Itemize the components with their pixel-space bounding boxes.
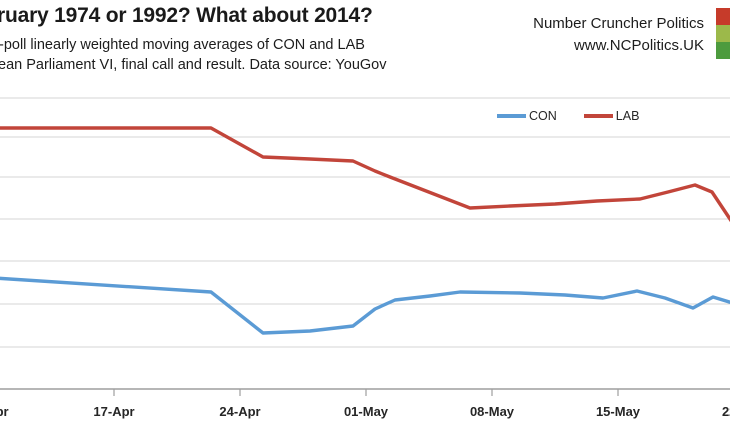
x-axis-label: 15-May xyxy=(596,404,641,419)
brand-url: www.NCPolitics.UK xyxy=(573,37,704,54)
chart-title: ruary 1974 or 1992? What about 2014? xyxy=(0,4,373,27)
logo-square-0 xyxy=(716,8,730,25)
chart-subtitle-line2: ean Parliament VI, final call and result… xyxy=(0,57,387,73)
x-axis-label: 08-May xyxy=(470,404,515,419)
chart-subtitle-line1: -poll linearly weighted moving averages … xyxy=(0,37,365,53)
x-axis-label: 24-Apr xyxy=(219,404,260,419)
x-axis-label: 17-Apr xyxy=(93,404,134,419)
legend-item-lab: LAB xyxy=(583,109,640,123)
x-axis-label: 01-May xyxy=(344,404,389,419)
x-axis-label: 10-Apr xyxy=(0,404,9,419)
logo-square-1 xyxy=(716,25,730,42)
ncpolitics-logo xyxy=(716,8,730,59)
legend-swatch-lab xyxy=(583,114,613,118)
series-line-lab xyxy=(0,126,730,223)
legend-swatch-con xyxy=(497,114,526,118)
brand-block: Number Cruncher Politics www.NCPolitics.… xyxy=(533,13,704,57)
chart-legend: CON LAB xyxy=(497,108,639,124)
legend-item-con: CON xyxy=(497,109,557,123)
series-line-con xyxy=(0,276,730,335)
x-axis-label: 22-May xyxy=(722,404,730,419)
legend-label: LAB xyxy=(615,109,640,123)
legend-label: CON xyxy=(529,109,557,123)
brand-name: Number Cruncher Politics xyxy=(533,15,704,32)
logo-square-2 xyxy=(716,42,730,59)
